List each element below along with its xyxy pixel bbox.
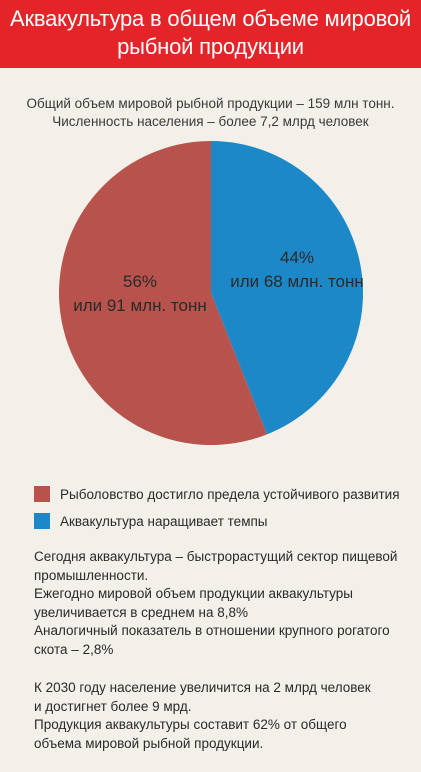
chart-title-line-2: рыбной продукции [117, 34, 304, 59]
legend-label-aquaculture: Аквакультура наращивает темпы [60, 513, 268, 529]
notes-spacer [34, 659, 404, 679]
note-line: К 2030 году население увеличится на 2 мл… [34, 680, 371, 695]
chart-title: Аквакультура в общем объеме мировой рыбн… [0, 0, 421, 68]
pie-slice-fishing [58, 141, 267, 445]
legend-item-fishing: Рыболовство достигло предела устойчивого… [34, 483, 414, 505]
slice-percent-aquaculture: 44% [279, 248, 315, 267]
legend-swatch-fishing [34, 486, 50, 502]
intro-text: Общий объем мировой рыбной продукции – 1… [0, 95, 421, 131]
note-line: Аналогичный показатель в отношении крупн… [34, 623, 390, 638]
slice-amount-aquaculture: или 68 млн. тонн [230, 272, 364, 291]
note-line: Продукция аквакультуры составит 62% от о… [34, 717, 347, 732]
note-line: Ежегодно мировой объем продукции аквакул… [34, 586, 353, 601]
note-line: промышленности. [34, 567, 149, 583]
note-line: и достигнет более 9 мрд. [34, 698, 192, 714]
slice-amount-fishing: или 91 млн. тонн [73, 296, 207, 315]
legend-swatch-aquaculture [34, 513, 50, 529]
slice-label-aquaculture: 44% или 68 млн. тонн [207, 246, 387, 294]
slice-label-fishing: 56% или 91 млн. тонн [55, 270, 225, 318]
pie-chart [58, 141, 363, 445]
legend-item-aquaculture: Аквакультура наращивает темпы [34, 510, 414, 532]
pie-chart-area: 56% или 91 млн. тонн 44% или 68 млн. тон… [0, 140, 421, 470]
legend: Рыболовство достигло предела устойчивого… [34, 483, 414, 537]
intro-line-2: Численность населения – более 7,2 млрд ч… [52, 114, 369, 129]
legend-label-fishing: Рыболовство достигло предела устойчивого… [60, 486, 400, 502]
notes: Сегодня аквакультура – быстрорастущий се… [34, 548, 404, 753]
note-line: увеличивается в среднем на 8,8% [34, 604, 249, 620]
intro-line-1: Общий объем мировой рыбной продукции – 1… [26, 96, 395, 111]
note-line: скота – 2,8% [34, 641, 114, 657]
slice-percent-fishing: 56% [122, 272, 158, 291]
pie-slice-aquaculture [211, 141, 363, 435]
note-line: объема мировой рыбной продукции. [34, 735, 264, 751]
note-line: Сегодня аквакультура – быстрорастущий се… [34, 549, 398, 564]
chart-title-line-1: Аквакультура в общем объеме мировой [10, 6, 411, 31]
